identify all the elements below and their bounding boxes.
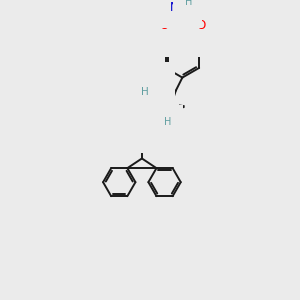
Text: N: N [156,111,165,124]
Text: S: S [178,19,187,32]
Text: O: O [121,109,130,122]
Polygon shape [171,104,184,107]
Text: NH: NH [170,1,188,14]
Text: HO: HO [131,97,147,107]
Text: O: O [137,126,146,139]
Text: H: H [164,117,172,127]
Text: H: H [141,87,149,97]
Text: O: O [196,19,206,32]
Text: O: O [159,19,168,32]
Text: H: H [185,0,193,8]
Text: O: O [152,76,161,89]
